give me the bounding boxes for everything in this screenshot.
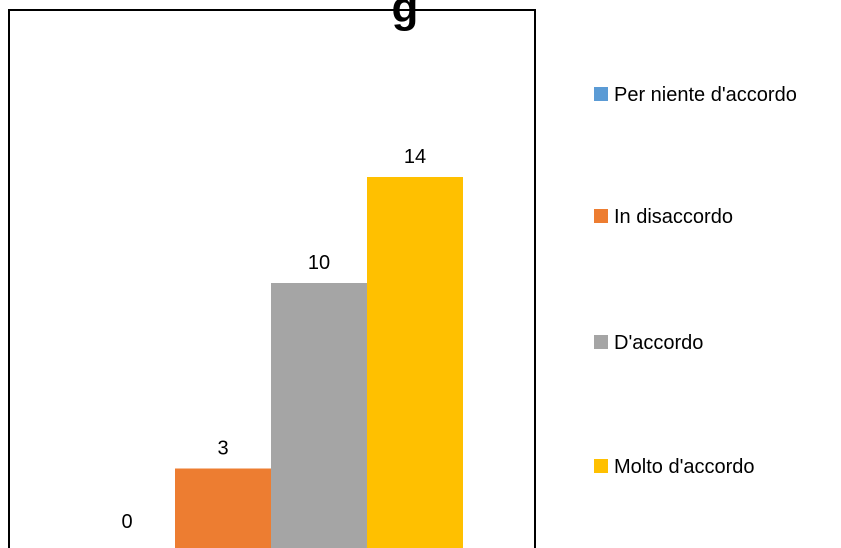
legend-swatch-in-disaccordo bbox=[594, 209, 608, 223]
legend-swatch-molto-d-accordo bbox=[594, 459, 608, 473]
chart-title-fragment: g bbox=[392, 0, 419, 32]
bar-molto-d-accordo bbox=[367, 177, 463, 548]
legend: Per niente d'accordo In disaccordo D'accor… bbox=[594, 84, 797, 478]
legend-swatch-d-accordo bbox=[594, 335, 608, 349]
data-label-molto-d-accordo: 14 bbox=[404, 146, 426, 168]
legend-label-in-disaccordo: In disaccordo bbox=[614, 206, 733, 228]
legend-label-d-accordo: D'accordo bbox=[614, 332, 703, 354]
data-labels-group: 0 3 10 14 bbox=[121, 146, 426, 533]
bars-group bbox=[175, 177, 463, 548]
bar-d-accordo bbox=[271, 283, 367, 548]
data-label-per-niente-d-accordo: 0 bbox=[121, 511, 132, 533]
data-label-d-accordo: 10 bbox=[308, 252, 330, 274]
legend-label-per-niente-d-accordo: Per niente d'accordo bbox=[614, 84, 797, 106]
legend-label-molto-d-accordo: Molto d'accordo bbox=[614, 456, 755, 478]
plot-area-border bbox=[8, 9, 536, 548]
bar-in-disaccordo bbox=[175, 468, 271, 548]
legend-swatch-per-niente-d-accordo bbox=[594, 87, 608, 101]
data-label-in-disaccordo: 3 bbox=[217, 438, 228, 460]
